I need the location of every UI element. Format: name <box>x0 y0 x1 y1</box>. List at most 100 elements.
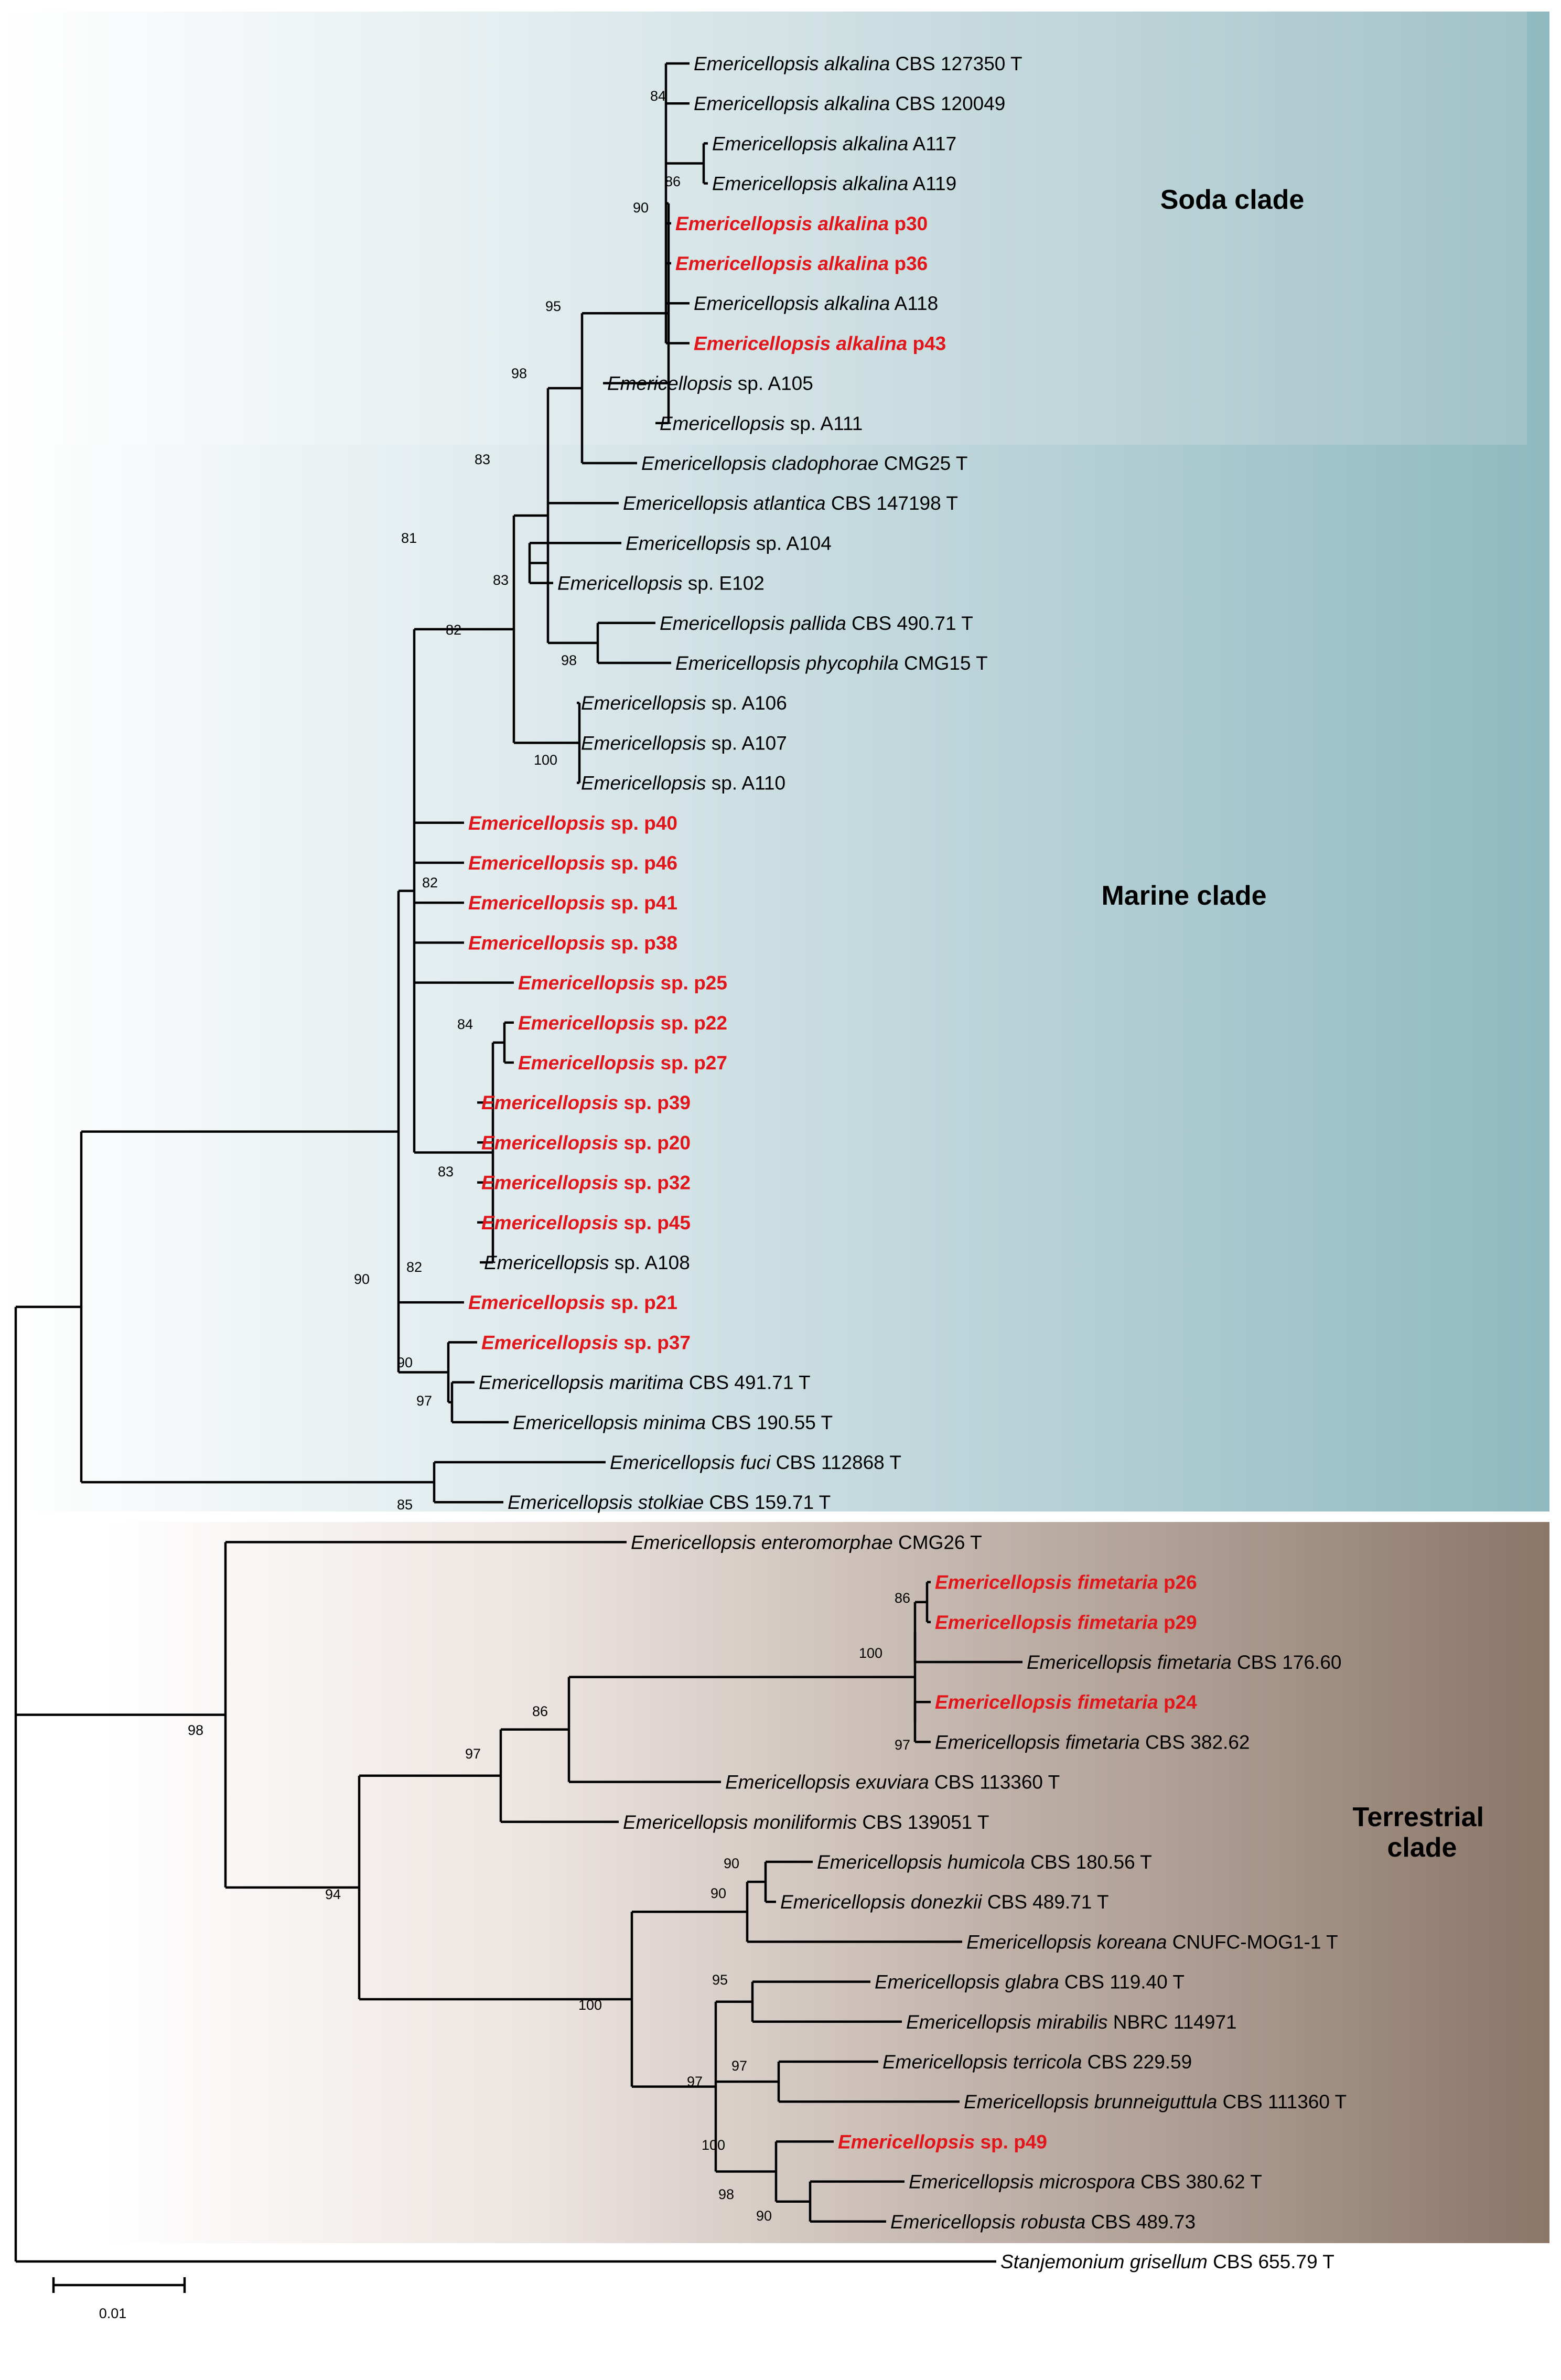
taxon-strain: CBS 180.56 T <box>1025 1851 1152 1873</box>
taxon-label: Emericellopsis sp. E102 <box>557 573 765 594</box>
taxon-genus: Emericellopsis <box>890 2211 1016 2233</box>
taxon-genus: Emericellopsis <box>468 852 605 874</box>
taxon-genus: Emericellopsis <box>518 1012 655 1034</box>
taxon-genus: Emericellopsis <box>518 1052 655 1074</box>
bootstrap-value: 82 <box>422 875 438 891</box>
taxon-label: Emericellopsis alkalina p30 <box>675 213 928 234</box>
taxon-genus: Emericellopsis <box>484 1252 609 1273</box>
taxon-epithet: stolkiae <box>633 1492 704 1513</box>
taxon-genus: Emericellopsis <box>641 453 767 474</box>
bootstrap-value: 100 <box>702 2137 725 2153</box>
taxon-label: Emericellopsis sp. p25 <box>518 972 727 994</box>
bootstrap-value: 98 <box>511 366 527 381</box>
taxon-epithet: terricola <box>1008 2051 1082 2073</box>
taxon-genus: Emericellopsis <box>909 2171 1034 2193</box>
taxon-genus: Emericellopsis <box>935 1731 1060 1753</box>
taxon-label: Emericellopsis fimetaria p26 <box>935 1572 1197 1593</box>
taxon-strain: CBS 147198 T <box>826 492 958 514</box>
taxon-strain: CBS 139051 T <box>857 1811 989 1833</box>
taxon-genus: Emericellopsis <box>935 1612 1072 1633</box>
taxon-strain: sp. A105 <box>733 373 813 394</box>
taxon-epithet: fimetaria <box>1072 1612 1158 1633</box>
taxon-genus: Emericellopsis <box>581 773 706 794</box>
taxon-strain: CBS 382.62 <box>1140 1731 1250 1753</box>
taxon-genus: Emericellopsis <box>468 1292 605 1313</box>
taxon-label: Emericellopsis sp. p37 <box>481 1332 691 1353</box>
taxon-label: Emericellopsis brunneiguttula CBS 111360… <box>964 2091 1347 2113</box>
taxon-strain: sp. A108 <box>609 1252 690 1273</box>
taxon-strain: sp. p45 <box>618 1212 691 1234</box>
taxon-strain: sp. p38 <box>605 932 677 953</box>
taxon-label: Emericellopsis glabra CBS 119.40 T <box>875 1971 1185 1993</box>
taxon-strain: sp. p32 <box>618 1172 691 1194</box>
bootstrap-value: 83 <box>438 1164 454 1180</box>
taxon-label: Emericellopsis alkalina A118 <box>694 293 938 314</box>
bootstrap-value: 100 <box>578 1997 602 2013</box>
taxon-label: Emericellopsis alkalina p36 <box>675 253 928 274</box>
tree-branches <box>14 62 1022 2263</box>
taxon-strain: sp. A104 <box>751 532 832 554</box>
taxon-label: Emericellopsis sp. p27 <box>518 1052 727 1074</box>
bootstrap-value: 97 <box>895 1737 910 1753</box>
taxon-label: Emericellopsis minima CBS 190.55 T <box>513 1412 833 1433</box>
taxon-strain: sp. p41 <box>605 892 677 914</box>
bootstrap-value: 97 <box>731 2058 747 2074</box>
bootstrap-value: 83 <box>475 452 490 467</box>
taxon-strain: A119 <box>908 173 956 195</box>
taxon-genus: Emericellopsis <box>581 692 706 714</box>
taxon-strain: CBS 489.73 <box>1085 2211 1196 2233</box>
taxon-epithet: alkalina <box>812 253 889 274</box>
taxon-genus: Emericellopsis <box>780 1891 906 1913</box>
taxon-label: Emericellopsis moniliformis CBS 139051 T <box>623 1811 989 1833</box>
taxon-epithet: robusta <box>1016 2211 1086 2233</box>
taxon-strain: CBS 119.40 T <box>1059 1971 1185 1993</box>
taxon-genus: Emericellopsis <box>1027 1652 1152 1673</box>
taxon-strain: sp. A111 <box>785 413 863 434</box>
bootstrap-value: 81 <box>401 530 417 546</box>
taxon-epithet: fimetaria <box>1060 1731 1140 1753</box>
taxon-label: Emericellopsis fuci CBS 112868 T <box>610 1452 901 1473</box>
taxon-genus: Emericellopsis <box>675 652 801 674</box>
taxon-label: Emericellopsis alkalina p43 <box>694 333 946 354</box>
taxon-epithet: fimetaria <box>1152 1652 1232 1673</box>
taxon-genus: Emericellopsis <box>694 93 819 114</box>
bootstrap-value: 97 <box>416 1393 432 1409</box>
taxon-label: Emericellopsis sp. A108 <box>484 1252 690 1273</box>
bootstrap-value: 82 <box>446 622 461 638</box>
taxon-label: Emericellopsis terricola CBS 229.59 <box>882 2051 1192 2073</box>
taxon-label: Emericellopsis sp. p38 <box>468 932 677 953</box>
bootstrap-value: 97 <box>465 1746 481 1762</box>
taxon-label: Emericellopsis sp. p41 <box>468 892 677 914</box>
taxon-strain: CBS 127350 T <box>890 53 1022 74</box>
taxon-strain: sp. E102 <box>683 573 765 594</box>
taxon-label: Emericellopsis enteromorphae CMG26 T <box>631 1531 982 1553</box>
taxon-strain: CBS 112868 T <box>770 1452 901 1473</box>
taxon-genus: Emericellopsis <box>631 1531 756 1553</box>
taxon-genus: Emericellopsis <box>623 492 748 514</box>
taxon-strain: CBS 655.79 T <box>1208 2251 1334 2272</box>
taxon-epithet: microspora <box>1034 2171 1135 2193</box>
taxon-genus: Emericellopsis <box>675 253 812 274</box>
taxon-epithet: fuci <box>735 1452 772 1473</box>
taxon-label: Emericellopsis fimetaria p24 <box>935 1691 1197 1713</box>
bootstrap-value: 90 <box>724 1856 739 1871</box>
taxon-epithet: moniliformis <box>748 1811 857 1833</box>
soda-clade-label: Soda clade <box>1160 185 1305 215</box>
taxon-epithet: fimetaria <box>1072 1572 1158 1593</box>
scale-bar-label: 0.01 <box>99 2306 127 2321</box>
taxon-label: Emericellopsis alkalina CBS 120049 <box>694 93 1005 114</box>
taxon-genus: Emericellopsis <box>935 1691 1072 1713</box>
taxon-strain: CNUFC-MOG1-1 T <box>1167 1931 1338 1953</box>
taxon-strain: p36 <box>889 253 928 274</box>
taxon-strain: CBS 489.71 T <box>982 1891 1109 1913</box>
bootstrap-value: 86 <box>895 1590 910 1606</box>
taxon-strain: p29 <box>1158 1612 1197 1633</box>
terrestrial-clade-label-line2: clade <box>1387 1832 1457 1863</box>
taxon-epithet: atlantica <box>748 492 826 514</box>
terrestrial-clade-label: Terrestrial clade <box>1353 1802 1492 1863</box>
taxon-epithet: exuviara <box>851 1772 929 1793</box>
taxon-genus: Emericellopsis <box>838 2131 975 2152</box>
taxon-strain: CBS 176.60 <box>1232 1652 1342 1673</box>
bootstrap-value: 95 <box>545 298 561 314</box>
